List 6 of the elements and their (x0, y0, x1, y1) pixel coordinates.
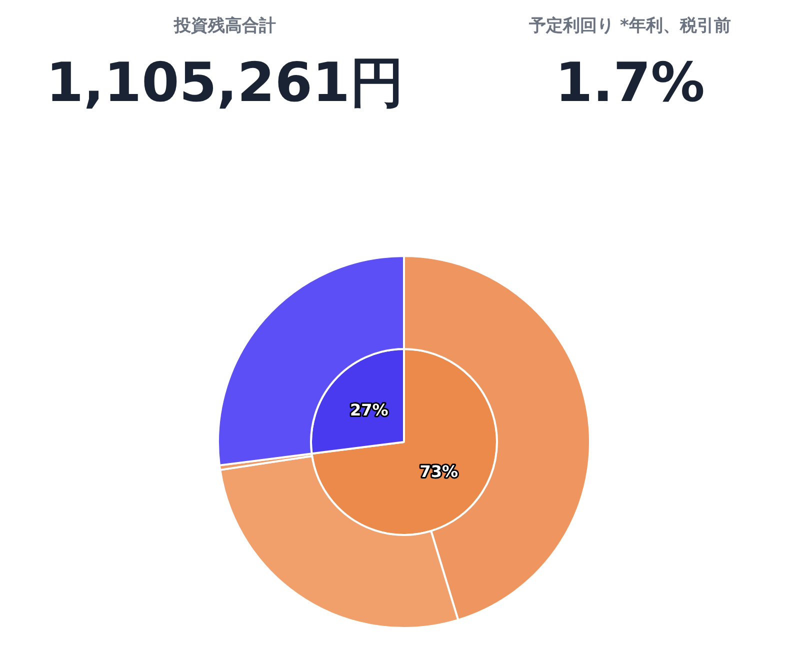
text: 投資残高合計 (172, 15, 277, 38)
text: 予定利回り *年利、税引前 (528, 15, 732, 38)
text: 1,105,261円 (44, 50, 406, 116)
data-label: 73% (420, 462, 458, 481)
text: 1.7% (554, 50, 706, 116)
data-label: 27% (350, 400, 388, 420)
